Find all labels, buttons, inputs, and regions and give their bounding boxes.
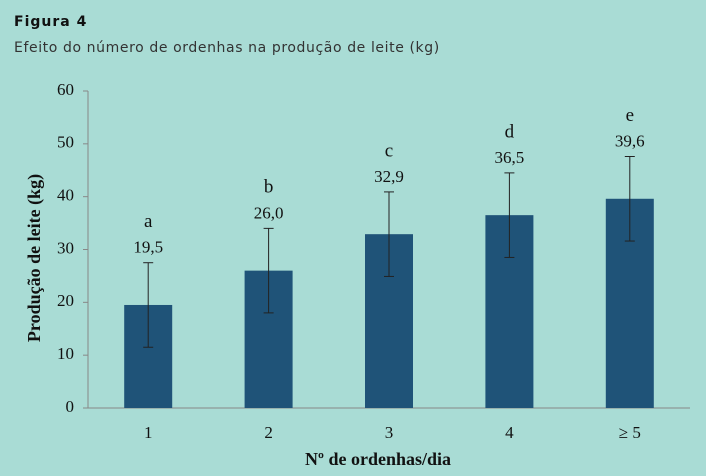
y-tick-label: 20	[57, 291, 74, 310]
x-tick-label: 4	[505, 423, 514, 442]
y-tick-label: 60	[57, 80, 74, 99]
y-tick-label: 40	[57, 186, 74, 205]
figure-label: Figura 4	[14, 14, 87, 30]
annotation: e	[626, 105, 634, 126]
y-tick-label: 0	[66, 397, 75, 416]
x-tick-label: 1	[144, 423, 153, 442]
annotation: b	[264, 177, 274, 198]
annotation: d	[505, 121, 515, 142]
value-label: 19,5	[133, 238, 163, 257]
x-axis-label: Nº de ordenhas/dia	[305, 449, 451, 469]
annotation: a	[144, 211, 153, 232]
value-label: 26,0	[254, 203, 284, 222]
chart-title: Efeito do número de ordenhas na produção…	[14, 40, 440, 56]
x-tick-label: 2	[264, 423, 273, 442]
x-tick-label: 3	[385, 423, 394, 442]
value-label: 32,9	[374, 167, 404, 186]
value-label: 39,6	[615, 131, 645, 150]
y-axis-label: Produção de leite (kg)	[24, 174, 45, 342]
x-tick-label: ≥ 5	[619, 423, 641, 442]
value-label: 36,5	[495, 148, 525, 167]
annotation: c	[385, 140, 393, 161]
y-tick-label: 50	[57, 133, 74, 152]
y-tick-label: 30	[57, 238, 74, 257]
y-tick-label: 10	[57, 344, 74, 363]
